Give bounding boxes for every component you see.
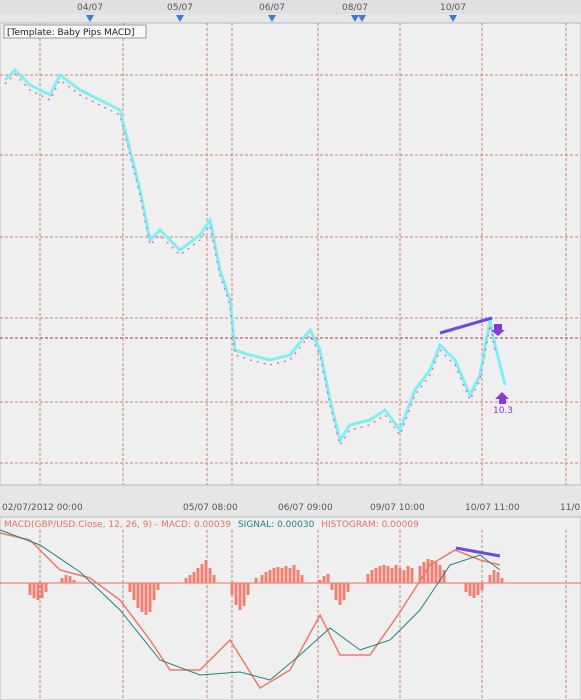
time-label: 06/07 09:00	[278, 503, 333, 513]
top-date: 08/07	[342, 3, 368, 13]
template-box	[3, 24, 147, 39]
price-grid	[0, 23, 581, 485]
signal-label: SIGNAL: 0.00030	[238, 520, 315, 530]
top-axis	[0, 0, 581, 14]
time-axis	[0, 486, 581, 516]
up-arrow	[495, 392, 509, 404]
price-trace	[3, 67, 507, 444]
top-markers	[86, 15, 457, 22]
top-date: 04/07	[77, 3, 103, 13]
macd-panel	[0, 516, 581, 700]
annotation: 10.3	[493, 406, 513, 416]
top-date: 05/07	[167, 3, 193, 13]
down-arrow	[491, 324, 505, 336]
price-trace-down	[4, 72, 496, 447]
histogram-label: HISTOGRAM: 0.00009	[321, 520, 419, 530]
time-label: 05/07 08:00	[183, 503, 238, 513]
trend-line	[439, 316, 493, 335]
time-label: 10/07 11:00	[465, 503, 520, 513]
macd-trend-line	[455, 546, 501, 558]
macd-line	[0, 532, 501, 690]
macd-label: MACD(GBP/USD.Close, 12, 26, 9) - MACD: 0…	[4, 520, 231, 530]
signal-line	[0, 529, 501, 681]
macd-histogram	[28, 559, 504, 615]
time-label: 02/07/2012 00:00	[2, 503, 83, 513]
top-date: 06/07	[259, 3, 285, 13]
time-label: 09/07 10:00	[370, 503, 425, 513]
template-label: [Template: Baby Pips MACD]	[7, 28, 135, 38]
macd-header: MACD(GBP/USD.Close, 12, 26, 9) - MACD: 0…	[4, 520, 419, 530]
time-label: 11/0	[560, 503, 580, 513]
top-date: 10/07	[440, 3, 466, 13]
